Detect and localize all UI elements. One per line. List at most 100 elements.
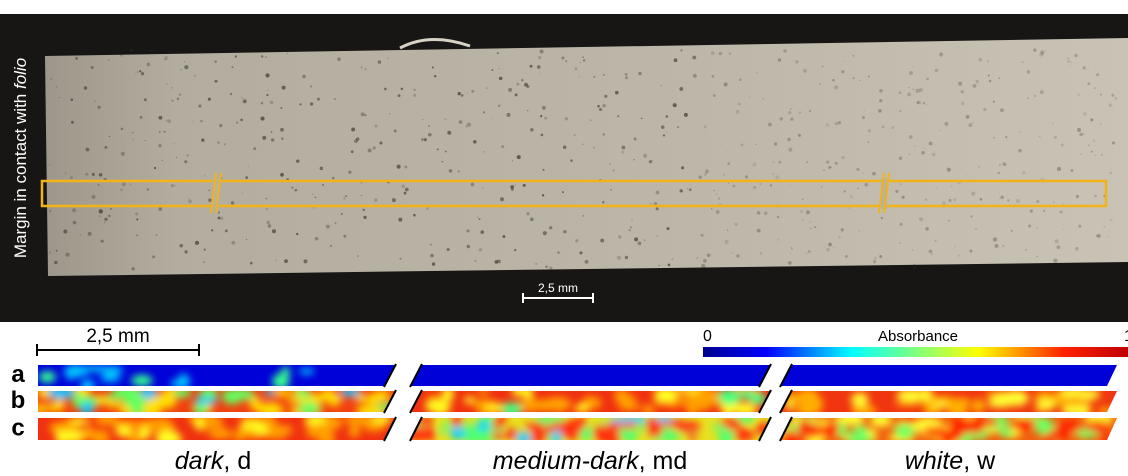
speck [570,159,573,162]
speck [724,83,728,87]
speck [882,125,885,128]
speck [868,76,870,78]
speck [176,157,177,158]
speck [162,160,163,161]
speck [824,247,825,248]
speck [245,176,248,179]
speck [1087,82,1090,85]
speck [132,267,135,270]
blob [100,366,124,375]
blob [654,387,678,403]
speck [104,222,106,224]
blob [91,430,110,445]
speck [365,69,366,70]
speck [913,66,915,68]
blob [257,403,283,418]
speck [1078,225,1081,228]
speck [944,122,948,126]
speck [1025,249,1027,251]
speck [788,261,792,265]
speck [1057,167,1061,171]
speck [697,257,699,259]
blob [478,398,486,407]
speck [271,138,274,141]
speck [835,162,838,165]
speck [778,161,781,164]
speck [993,237,997,241]
speck [250,262,253,265]
speck [243,99,247,103]
speck [961,168,962,169]
speck [147,188,149,190]
speck [361,112,365,116]
speck [787,138,791,142]
speck [98,106,101,109]
blob [116,426,132,437]
speck [471,183,475,187]
speck [387,58,388,59]
speck [262,136,266,140]
speck [1036,200,1039,203]
speck [442,161,443,162]
absorbance-map [776,365,1122,386]
speck [1058,130,1059,131]
speck [144,140,145,141]
speck [878,109,882,113]
speck [970,250,973,253]
speck [299,103,301,105]
speck [1110,218,1113,221]
speck [692,56,696,60]
speck [85,173,88,176]
parchment-strip [45,38,1128,276]
speck [499,68,500,69]
speck [768,123,772,127]
speck [1094,155,1096,157]
speck [437,148,439,150]
speck [426,207,429,210]
speck [679,87,683,91]
speck [1018,149,1022,153]
speck [413,214,416,217]
absorbance-map [776,386,1122,418]
speck [99,173,102,176]
speck [650,203,651,204]
speck [1088,69,1089,70]
blob [734,429,755,442]
blob [894,424,914,439]
speck [802,198,804,200]
absorbance-map [28,364,400,392]
speck [241,97,242,98]
speck [398,218,402,222]
speck [56,250,58,252]
speck [351,150,354,153]
speck [790,184,791,185]
speck [615,91,619,95]
speck [59,97,60,98]
blob [81,402,93,417]
speck [397,165,401,169]
blob [305,414,327,425]
speck [1039,136,1041,138]
speck [413,94,416,97]
speck [195,241,199,245]
speck [121,128,124,131]
speck [280,128,284,132]
speck [1019,131,1021,133]
speck [703,259,707,263]
speck [310,85,312,87]
speck [265,198,267,200]
blob [925,406,941,416]
speck [1054,136,1057,139]
speck [140,116,143,119]
blob [516,432,532,445]
speck [954,246,955,247]
speck [852,55,854,57]
speck [621,146,625,150]
speck [466,229,469,232]
speck [1090,118,1093,121]
speck [215,80,218,83]
speck [931,254,932,255]
speck [267,90,268,91]
speck [772,161,774,163]
speck [980,198,983,201]
